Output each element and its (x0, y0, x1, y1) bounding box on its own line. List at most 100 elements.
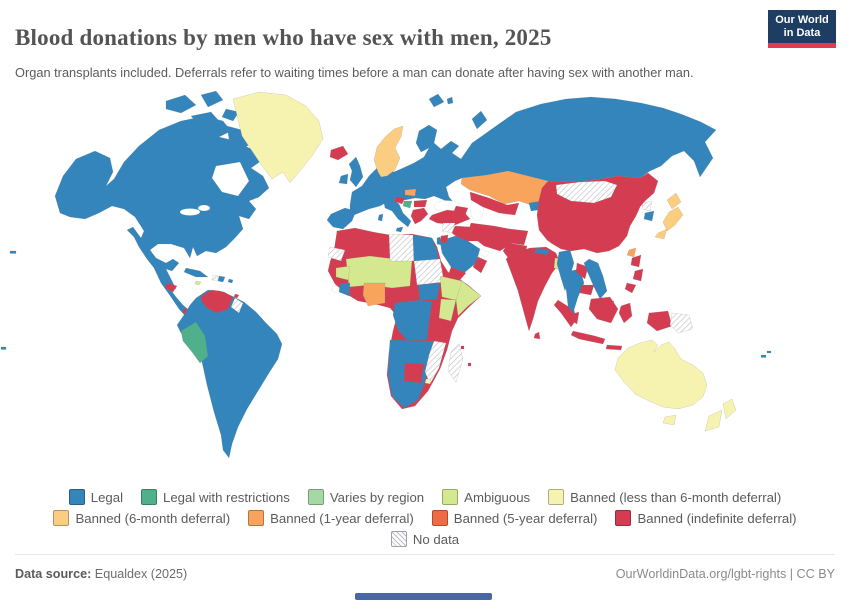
country-mali-niger-chad[interactable] (345, 255, 413, 289)
country-venezuela[interactable] (200, 289, 234, 314)
country-madagascar[interactable] (447, 343, 464, 383)
country-botswana[interactable] (403, 362, 425, 384)
country-indonesia-sulawesi[interactable] (618, 302, 633, 324)
country-bulgaria[interactable] (413, 199, 428, 208)
country-new-zealand-south[interactable] (704, 409, 723, 432)
legend-item[interactable]: Banned (5-year deferral) (431, 510, 597, 526)
country-laos[interactable] (575, 262, 589, 280)
country-greenland[interactable] (232, 91, 324, 184)
country-fiji-2[interactable] (766, 350, 772, 354)
arctic-island-1[interactable] (165, 94, 197, 114)
country-dominican-republic[interactable] (217, 275, 226, 283)
arctic-island-3[interactable] (190, 111, 220, 128)
legend-item[interactable]: Banned (1-year deferral) (248, 510, 414, 526)
country-dr-congo[interactable] (392, 299, 433, 341)
country-nigeria[interactable] (362, 282, 386, 307)
country-jordan[interactable] (439, 234, 449, 244)
island-pacific[interactable] (0, 346, 7, 350)
region-europe-russia[interactable] (349, 96, 717, 216)
country-puerto-rico[interactable] (227, 278, 234, 284)
country-iran[interactable] (468, 222, 513, 252)
country-libya[interactable] (388, 233, 415, 262)
legend-item[interactable]: Legal (68, 489, 123, 505)
country-philippines-2[interactable] (632, 268, 644, 282)
country-norway-sweden[interactable] (373, 125, 404, 178)
country-somalia[interactable] (455, 280, 482, 317)
owid-logo[interactable]: Our World in Data (768, 10, 836, 48)
island-sardinia[interactable] (377, 213, 384, 222)
arctic-island-4[interactable] (221, 108, 240, 122)
country-cuba[interactable] (183, 267, 209, 278)
country-jamaica[interactable] (194, 280, 202, 286)
legend-item[interactable]: Ambiguous (442, 489, 530, 505)
country-south-sudan[interactable] (417, 282, 441, 301)
country-hungary[interactable] (404, 188, 417, 197)
legend-item[interactable]: Banned (less than 6-month deferral) (548, 489, 781, 505)
country-indonesia-borneo[interactable] (588, 296, 619, 324)
legend-item[interactable]: Varies by region (307, 489, 424, 505)
country-indonesia-lesser-sunda[interactable] (605, 344, 623, 351)
legend-item[interactable]: No data (390, 531, 459, 547)
country-south-korea[interactable] (643, 210, 655, 222)
country-fiji[interactable] (760, 354, 767, 358)
country-guyana[interactable] (230, 297, 244, 314)
country-philippines-3[interactable] (624, 282, 637, 294)
country-indonesia-papua[interactable] (646, 310, 673, 332)
country-mongolia[interactable] (555, 180, 618, 204)
island-sicily[interactable] (395, 226, 404, 233)
island-mauritius[interactable] (467, 362, 472, 367)
country-balkan-teal[interactable] (402, 200, 413, 209)
country-eswatini[interactable] (424, 378, 432, 385)
arctic-island-2[interactable] (200, 90, 224, 108)
country-oman[interactable] (472, 256, 488, 274)
country-cambodia[interactable] (579, 284, 595, 296)
country-afghanistan[interactable] (509, 228, 529, 246)
island-novaya-zemlya[interactable] (471, 110, 488, 130)
island-svalbard[interactable] (428, 93, 445, 108)
country-papua-new-guinea[interactable] (669, 312, 694, 334)
country-iberia[interactable] (326, 207, 357, 230)
country-croatia[interactable] (393, 196, 406, 205)
country-haiti[interactable] (211, 274, 219, 282)
legend-item[interactable]: Legal with restrictions (141, 489, 290, 505)
country-ireland[interactable] (338, 173, 349, 185)
country-indonesia-java[interactable] (570, 330, 606, 345)
country-sri-lanka[interactable] (533, 331, 541, 340)
country-north-korea[interactable] (641, 200, 653, 212)
country-greece[interactable] (410, 207, 429, 225)
country-australia[interactable] (614, 339, 708, 410)
country-israel[interactable] (436, 236, 442, 246)
country-honduras[interactable] (164, 282, 178, 293)
country-iceland[interactable] (329, 145, 349, 161)
country-kenya[interactable] (438, 298, 457, 322)
country-united-kingdom[interactable] (348, 156, 364, 188)
country-western-sahara[interactable] (327, 246, 346, 262)
country-nepal[interactable] (534, 247, 550, 256)
legend-item[interactable]: Banned (indefinite deferral) (615, 510, 797, 526)
country-new-zealand-north[interactable] (722, 398, 737, 420)
country-india[interactable] (505, 246, 561, 332)
country-egypt[interactable] (412, 234, 439, 262)
country-south-america[interactable] (176, 289, 283, 459)
country-philippines-1[interactable] (630, 254, 642, 268)
country-trinidad[interactable] (233, 293, 240, 299)
island-hawaii[interactable] (9, 250, 17, 254)
country-indonesia-sumatra[interactable] (553, 299, 578, 328)
legend-item[interactable]: Banned (6-month deferral) (53, 510, 230, 526)
country-turkey[interactable] (428, 209, 471, 226)
country-guinea[interactable] (335, 265, 351, 281)
country-taiwan[interactable] (626, 247, 637, 258)
country-japan-hokkaido[interactable] (666, 192, 682, 210)
country-peru[interactable] (180, 321, 209, 364)
country-sudan[interactable] (413, 258, 445, 286)
country-japan-kyushu[interactable] (654, 228, 668, 240)
country-uzbek-turkmen[interactable] (469, 191, 520, 216)
scrollbar-thumb[interactable] (355, 593, 492, 600)
country-cote-divoire[interactable] (338, 282, 351, 297)
country-japan-honshu[interactable] (662, 206, 684, 232)
island-svalbard-2[interactable] (446, 96, 454, 105)
footer-link[interactable]: OurWorldinData.org/lgbt-rights | CC BY (615, 567, 835, 581)
island-tasmania[interactable] (662, 414, 677, 426)
island-comoros[interactable] (460, 345, 465, 350)
